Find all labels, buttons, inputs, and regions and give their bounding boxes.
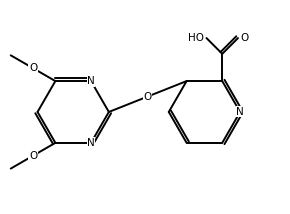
Text: N: N <box>87 138 95 148</box>
Text: O: O <box>29 151 37 161</box>
Text: O: O <box>240 33 248 43</box>
Text: N: N <box>236 107 244 117</box>
Text: O: O <box>29 63 37 73</box>
Text: N: N <box>87 76 95 86</box>
Text: O: O <box>144 92 152 101</box>
Text: HO: HO <box>188 33 204 43</box>
